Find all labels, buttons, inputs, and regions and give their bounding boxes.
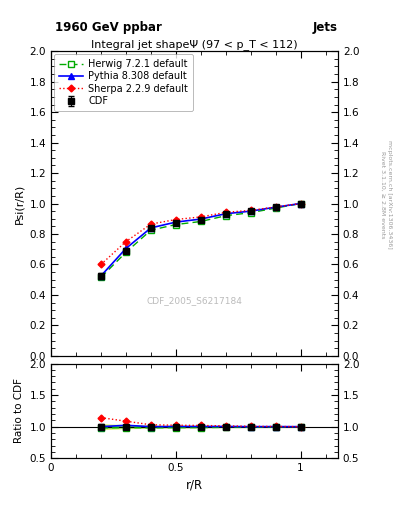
Pythia 8.308 default bbox=[273, 204, 278, 210]
Pythia 8.308 default bbox=[99, 273, 103, 279]
Herwig 7.2.1 default bbox=[223, 212, 228, 219]
Legend: Herwig 7.2.1 default, Pythia 8.308 default, Sherpa 2.2.9 default, CDF: Herwig 7.2.1 default, Pythia 8.308 defau… bbox=[54, 54, 193, 111]
Herwig 7.2.1 default bbox=[123, 249, 128, 255]
Herwig 7.2.1 default bbox=[149, 227, 153, 233]
Pythia 8.308 default bbox=[123, 245, 128, 251]
Sherpa 2.2.9 default bbox=[273, 204, 278, 210]
Herwig 7.2.1 default bbox=[99, 274, 103, 281]
Herwig 7.2.1 default bbox=[273, 205, 278, 211]
Sherpa 2.2.9 default bbox=[149, 221, 153, 227]
Pythia 8.308 default bbox=[298, 200, 303, 206]
Text: Rivet 3.1.10, ≥ 2.8M events: Rivet 3.1.10, ≥ 2.8M events bbox=[381, 151, 386, 238]
Pythia 8.308 default bbox=[198, 216, 203, 222]
Sherpa 2.2.9 default bbox=[123, 239, 128, 245]
Pythia 8.308 default bbox=[149, 225, 153, 231]
Pythia 8.308 default bbox=[173, 219, 178, 225]
Line: Sherpa 2.2.9 default: Sherpa 2.2.9 default bbox=[99, 201, 303, 267]
Title: Integral jet shapeΨ (97 < p_T < 112): Integral jet shapeΨ (97 < p_T < 112) bbox=[91, 39, 298, 50]
Pythia 8.308 default bbox=[248, 208, 253, 214]
Herwig 7.2.1 default bbox=[298, 200, 303, 206]
Herwig 7.2.1 default bbox=[248, 209, 253, 216]
Text: Jets: Jets bbox=[313, 22, 338, 34]
Text: mcplots.cern.ch [arXiv:1306.3436]: mcplots.cern.ch [arXiv:1306.3436] bbox=[387, 140, 391, 249]
Y-axis label: Psi(r/R): Psi(r/R) bbox=[14, 183, 24, 224]
Sherpa 2.2.9 default bbox=[173, 217, 178, 223]
Line: Pythia 8.308 default: Pythia 8.308 default bbox=[98, 201, 303, 279]
Sherpa 2.2.9 default bbox=[248, 207, 253, 214]
Sherpa 2.2.9 default bbox=[298, 200, 303, 206]
Sherpa 2.2.9 default bbox=[198, 214, 203, 220]
Herwig 7.2.1 default bbox=[173, 222, 178, 228]
Y-axis label: Ratio to CDF: Ratio to CDF bbox=[14, 378, 24, 443]
Pythia 8.308 default bbox=[223, 210, 228, 217]
X-axis label: r/R: r/R bbox=[186, 479, 203, 492]
Sherpa 2.2.9 default bbox=[99, 261, 103, 267]
Herwig 7.2.1 default bbox=[198, 219, 203, 225]
Sherpa 2.2.9 default bbox=[223, 209, 228, 216]
Text: CDF_2005_S6217184: CDF_2005_S6217184 bbox=[147, 296, 242, 306]
Text: 1960 GeV ppbar: 1960 GeV ppbar bbox=[55, 22, 162, 34]
Line: Herwig 7.2.1 default: Herwig 7.2.1 default bbox=[98, 201, 303, 280]
